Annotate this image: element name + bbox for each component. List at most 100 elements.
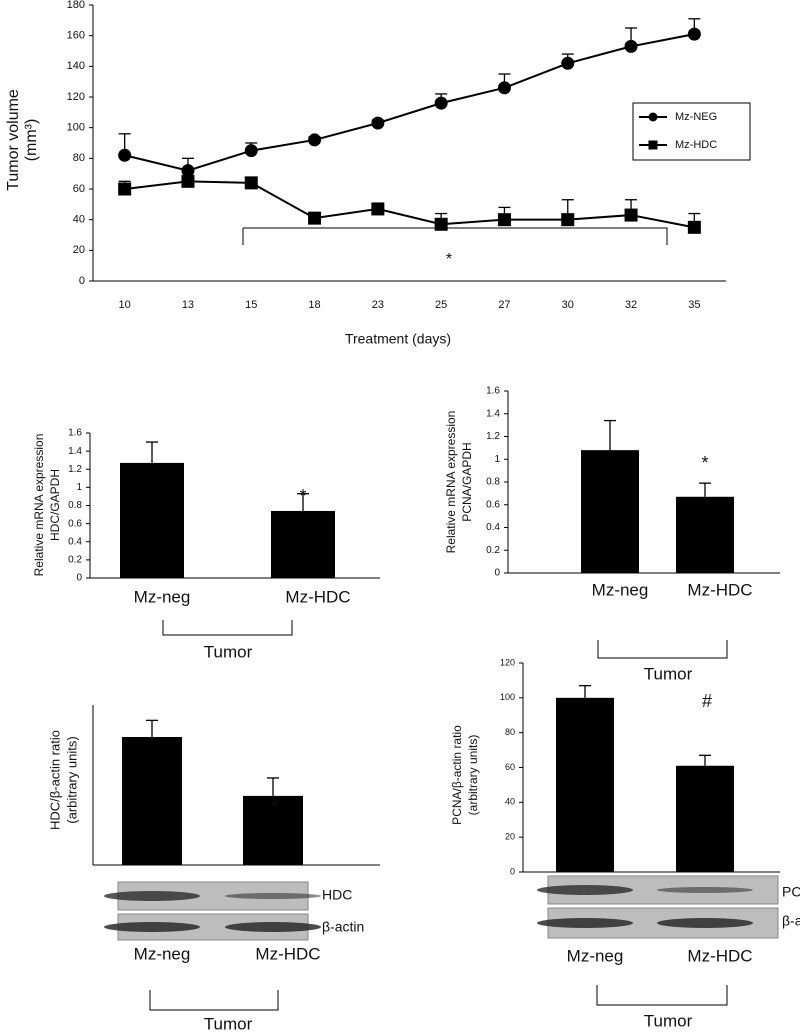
bar xyxy=(122,737,182,865)
y-tick-label: 180 xyxy=(67,0,85,11)
point xyxy=(687,220,701,234)
y-axis-label: HDC/GAPDH xyxy=(48,469,62,541)
blot-label: β-actin xyxy=(782,913,800,929)
x-tick-label: 15 xyxy=(245,299,257,311)
series-line xyxy=(124,180,695,229)
y-tick-label: 0.2 xyxy=(486,545,500,556)
blot-label: HDC xyxy=(322,887,352,903)
y-axis-label: Relative mRNA expression xyxy=(32,434,46,577)
legend-label: Mz-NEG xyxy=(675,111,717,123)
y-tick-label: 1.4 xyxy=(486,408,500,419)
point xyxy=(118,182,132,196)
x-tick-label: Mz-neg xyxy=(592,580,649,599)
annotation: * xyxy=(446,251,452,268)
y-tick-label: 0 xyxy=(79,275,85,287)
bar xyxy=(676,496,734,573)
bar xyxy=(581,450,639,573)
bracket xyxy=(162,620,293,636)
y-tick-label: 1.2 xyxy=(68,464,82,475)
y-tick-label: 0 xyxy=(494,568,500,579)
x-tick-label: 30 xyxy=(562,299,574,311)
point xyxy=(497,213,511,227)
blot-band xyxy=(104,922,200,932)
annotation: * xyxy=(299,486,306,506)
point xyxy=(624,208,638,222)
x-tick-label: Mz-HDC xyxy=(285,587,350,606)
group-label: Tumor xyxy=(644,664,693,683)
bar xyxy=(271,510,335,578)
y-tick-label: 80 xyxy=(73,152,85,164)
y-tick-label: 160 xyxy=(67,30,85,42)
y-tick-label: 1 xyxy=(76,482,82,493)
point xyxy=(434,96,448,110)
y-axis-label: (arbitrary units) xyxy=(466,735,480,816)
y-tick-label: 0.4 xyxy=(486,522,500,533)
point xyxy=(181,174,195,188)
point xyxy=(434,217,448,231)
y-tick-label: 100 xyxy=(500,692,515,702)
point xyxy=(244,176,258,190)
group-label: Tumor xyxy=(204,642,253,661)
y-tick-label: 120 xyxy=(67,91,85,103)
x-tick-label: Mz-HDC xyxy=(687,580,752,599)
blot-band xyxy=(657,887,753,893)
legend-label: Mz-HDC xyxy=(675,139,717,151)
x-tick-label: Mz-neg xyxy=(134,587,191,606)
bracket xyxy=(149,990,279,1011)
series-line xyxy=(124,33,695,172)
y-axis-label: (mm³) xyxy=(23,119,40,162)
x-tick-label: Mz-HDC xyxy=(255,944,320,963)
point xyxy=(308,211,322,225)
y-tick-label: 60 xyxy=(505,762,515,772)
point xyxy=(561,56,575,70)
blot-band xyxy=(657,918,753,928)
y-axis-label: (arbitrary units) xyxy=(64,736,79,823)
annotation: * xyxy=(701,453,708,473)
bar xyxy=(676,765,734,872)
x-tick-label: 18 xyxy=(308,299,320,311)
y-tick-label: 0.2 xyxy=(68,555,82,566)
legend-marker xyxy=(648,112,658,122)
x-tick-label: 10 xyxy=(119,299,131,311)
y-axis-label: PCNA/GAPDH xyxy=(460,442,474,521)
y-axis-label: Relative mRNA expression xyxy=(444,411,458,554)
x-tick-label: 25 xyxy=(435,299,447,311)
y-tick-label: 120 xyxy=(500,657,515,667)
y-tick-label: 80 xyxy=(505,727,515,737)
group-label: Tumor xyxy=(204,1014,253,1033)
bar xyxy=(120,462,184,578)
y-axis-label: HDC/β-actin ratio xyxy=(47,730,62,830)
bar xyxy=(556,697,614,872)
x-tick-label: Mz-neg xyxy=(134,944,191,963)
point xyxy=(371,202,385,216)
blot-label: β-actin xyxy=(322,919,364,935)
y-tick-label: 60 xyxy=(73,183,85,195)
blot-band xyxy=(537,918,633,928)
y-tick-label: 1.6 xyxy=(486,386,500,397)
x-tick-label: Mz-HDC xyxy=(687,946,752,965)
x-tick-label: Mz-neg xyxy=(567,946,624,965)
y-axis-label: PCNA/β-actin ratio xyxy=(450,725,464,825)
point xyxy=(687,27,701,41)
y-tick-label: 1.2 xyxy=(486,431,500,442)
blot-band xyxy=(537,885,633,895)
y-tick-label: 40 xyxy=(73,214,85,226)
point xyxy=(371,116,385,130)
y-tick-label: 20 xyxy=(505,832,515,842)
x-tick-label: 23 xyxy=(372,299,384,311)
annotation: # xyxy=(702,691,712,711)
blot-band xyxy=(104,891,200,901)
y-tick-label: 0 xyxy=(510,866,515,876)
y-axis-label: Tumor volume xyxy=(5,89,22,191)
y-tick-label: 1.6 xyxy=(68,428,82,439)
y-tick-label: 100 xyxy=(67,122,85,134)
blot-band xyxy=(225,922,321,932)
point xyxy=(497,81,511,95)
bracket xyxy=(597,640,728,659)
legend-marker xyxy=(648,140,658,150)
x-tick-label: 13 xyxy=(182,299,194,311)
legend-box xyxy=(632,102,751,161)
y-tick-label: 140 xyxy=(67,60,85,72)
x-axis-label: Treatment (days) xyxy=(345,331,451,347)
